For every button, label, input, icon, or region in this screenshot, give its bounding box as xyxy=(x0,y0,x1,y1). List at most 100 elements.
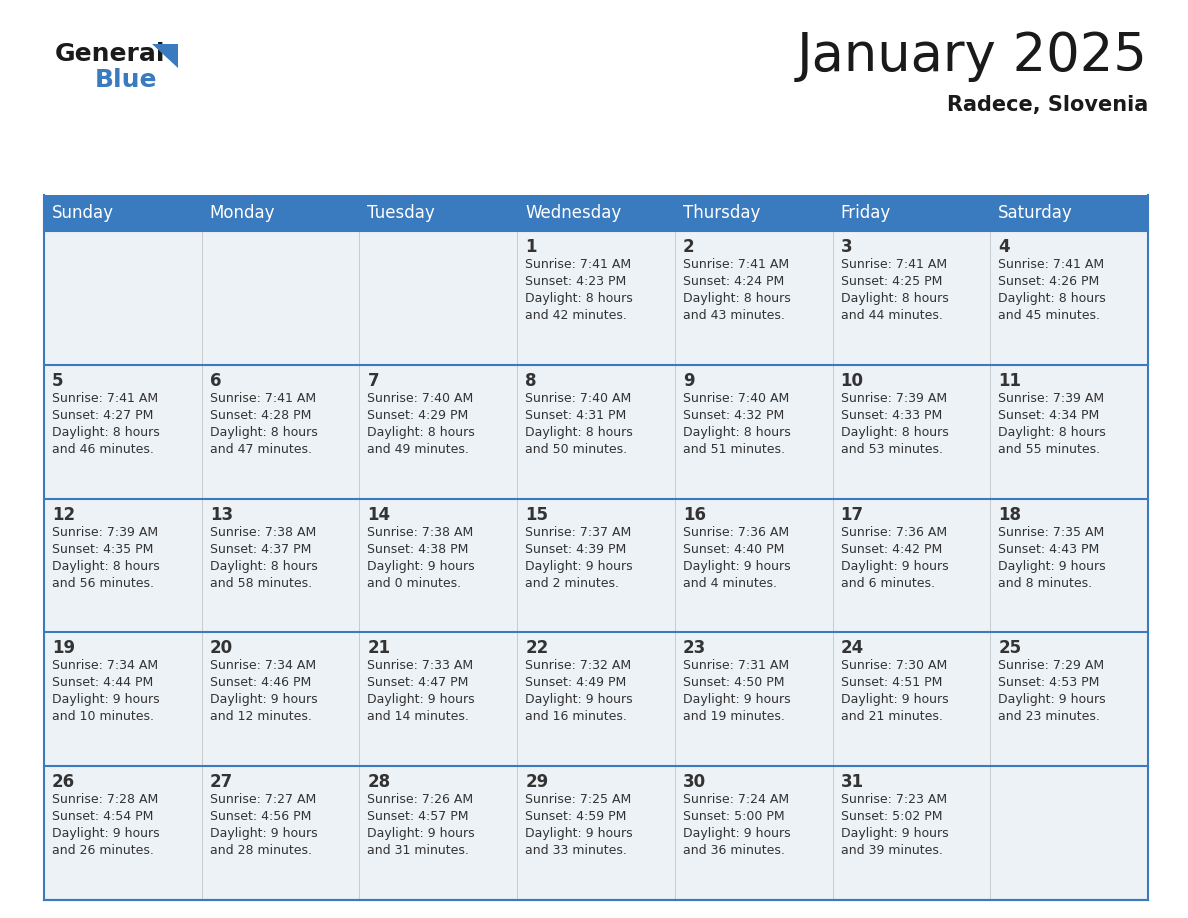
Text: Sunset: 4:31 PM: Sunset: 4:31 PM xyxy=(525,409,626,421)
Text: Sunset: 4:35 PM: Sunset: 4:35 PM xyxy=(52,543,153,555)
Bar xyxy=(202,767,360,900)
Text: Sunrise: 7:32 AM: Sunrise: 7:32 AM xyxy=(525,659,631,672)
Text: 1: 1 xyxy=(525,238,537,256)
Text: and 12 minutes.: and 12 minutes. xyxy=(210,711,311,723)
Text: and 50 minutes.: and 50 minutes. xyxy=(525,442,627,456)
Text: Daylight: 9 hours: Daylight: 9 hours xyxy=(525,693,633,706)
Bar xyxy=(991,195,1148,231)
Text: 8: 8 xyxy=(525,372,537,390)
Text: Sunrise: 7:40 AM: Sunrise: 7:40 AM xyxy=(525,392,631,405)
Text: 3: 3 xyxy=(841,238,852,256)
Bar xyxy=(991,767,1148,900)
Bar xyxy=(44,195,202,231)
Text: Sunrise: 7:29 AM: Sunrise: 7:29 AM xyxy=(998,659,1105,672)
Text: Sunrise: 7:25 AM: Sunrise: 7:25 AM xyxy=(525,793,631,806)
Text: 30: 30 xyxy=(683,773,706,791)
Text: Sunset: 4:38 PM: Sunset: 4:38 PM xyxy=(367,543,469,555)
Text: Sunrise: 7:34 AM: Sunrise: 7:34 AM xyxy=(210,659,316,672)
Text: Sunrise: 7:36 AM: Sunrise: 7:36 AM xyxy=(683,526,789,539)
Text: Sunrise: 7:39 AM: Sunrise: 7:39 AM xyxy=(841,392,947,405)
Bar xyxy=(675,231,833,364)
Text: 18: 18 xyxy=(998,506,1022,523)
Text: Daylight: 9 hours: Daylight: 9 hours xyxy=(210,693,317,706)
Text: Daylight: 9 hours: Daylight: 9 hours xyxy=(683,560,790,573)
Text: 12: 12 xyxy=(52,506,75,523)
Text: Wednesday: Wednesday xyxy=(525,204,621,222)
Bar xyxy=(833,498,991,633)
Text: Sunrise: 7:41 AM: Sunrise: 7:41 AM xyxy=(998,258,1105,271)
Text: 13: 13 xyxy=(210,506,233,523)
Text: 15: 15 xyxy=(525,506,548,523)
Text: and 43 minutes.: and 43 minutes. xyxy=(683,309,785,322)
Text: Daylight: 8 hours: Daylight: 8 hours xyxy=(841,292,948,305)
Text: 22: 22 xyxy=(525,640,549,657)
Text: Daylight: 8 hours: Daylight: 8 hours xyxy=(52,560,159,573)
Polygon shape xyxy=(152,44,178,68)
Text: Sunset: 4:54 PM: Sunset: 4:54 PM xyxy=(52,811,153,823)
Text: Daylight: 8 hours: Daylight: 8 hours xyxy=(52,426,159,439)
Text: Sunrise: 7:38 AM: Sunrise: 7:38 AM xyxy=(210,526,316,539)
Bar xyxy=(202,498,360,633)
Bar xyxy=(833,231,991,364)
Text: and 55 minutes.: and 55 minutes. xyxy=(998,442,1100,456)
Text: Daylight: 8 hours: Daylight: 8 hours xyxy=(998,426,1106,439)
Text: 29: 29 xyxy=(525,773,549,791)
Bar xyxy=(833,195,991,231)
Bar xyxy=(833,633,991,767)
Text: Daylight: 8 hours: Daylight: 8 hours xyxy=(367,426,475,439)
Text: Sunset: 4:47 PM: Sunset: 4:47 PM xyxy=(367,677,469,689)
Text: and 56 minutes.: and 56 minutes. xyxy=(52,577,154,589)
Bar xyxy=(202,195,360,231)
Text: 25: 25 xyxy=(998,640,1022,657)
Text: Sunset: 4:42 PM: Sunset: 4:42 PM xyxy=(841,543,942,555)
Text: and 33 minutes.: and 33 minutes. xyxy=(525,845,627,857)
Bar xyxy=(202,633,360,767)
Text: Tuesday: Tuesday xyxy=(367,204,435,222)
Text: and 42 minutes.: and 42 minutes. xyxy=(525,309,627,322)
Text: Sunrise: 7:41 AM: Sunrise: 7:41 AM xyxy=(210,392,316,405)
Text: Sunset: 4:37 PM: Sunset: 4:37 PM xyxy=(210,543,311,555)
Text: Daylight: 8 hours: Daylight: 8 hours xyxy=(683,426,790,439)
Text: Sunset: 4:44 PM: Sunset: 4:44 PM xyxy=(52,677,153,689)
Text: Sunrise: 7:36 AM: Sunrise: 7:36 AM xyxy=(841,526,947,539)
Text: Saturday: Saturday xyxy=(998,204,1073,222)
Text: 24: 24 xyxy=(841,640,864,657)
Bar xyxy=(202,231,360,364)
Text: and 36 minutes.: and 36 minutes. xyxy=(683,845,785,857)
Text: and 16 minutes.: and 16 minutes. xyxy=(525,711,627,723)
Text: Daylight: 9 hours: Daylight: 9 hours xyxy=(683,827,790,840)
Text: and 10 minutes.: and 10 minutes. xyxy=(52,711,154,723)
Text: 21: 21 xyxy=(367,640,391,657)
Text: Sunrise: 7:35 AM: Sunrise: 7:35 AM xyxy=(998,526,1105,539)
Bar xyxy=(517,633,675,767)
Text: Sunrise: 7:28 AM: Sunrise: 7:28 AM xyxy=(52,793,158,806)
Text: Sunset: 4:24 PM: Sunset: 4:24 PM xyxy=(683,275,784,288)
Text: Sunset: 4:23 PM: Sunset: 4:23 PM xyxy=(525,275,626,288)
Text: 23: 23 xyxy=(683,640,706,657)
Text: and 4 minutes.: and 4 minutes. xyxy=(683,577,777,589)
Bar xyxy=(44,498,202,633)
Text: 28: 28 xyxy=(367,773,391,791)
Text: Sunday: Sunday xyxy=(52,204,114,222)
Bar xyxy=(991,498,1148,633)
Text: Friday: Friday xyxy=(841,204,891,222)
Text: Sunrise: 7:41 AM: Sunrise: 7:41 AM xyxy=(683,258,789,271)
Text: Daylight: 8 hours: Daylight: 8 hours xyxy=(841,426,948,439)
Text: Daylight: 9 hours: Daylight: 9 hours xyxy=(683,693,790,706)
Text: Sunrise: 7:40 AM: Sunrise: 7:40 AM xyxy=(683,392,789,405)
Bar xyxy=(360,195,517,231)
Text: 26: 26 xyxy=(52,773,75,791)
Bar xyxy=(44,767,202,900)
Bar xyxy=(360,231,517,364)
Text: 11: 11 xyxy=(998,372,1022,390)
Text: Sunset: 4:28 PM: Sunset: 4:28 PM xyxy=(210,409,311,421)
Text: January 2025: January 2025 xyxy=(797,30,1148,82)
Text: Sunrise: 7:26 AM: Sunrise: 7:26 AM xyxy=(367,793,474,806)
Bar xyxy=(360,364,517,498)
Text: Daylight: 8 hours: Daylight: 8 hours xyxy=(210,426,317,439)
Text: Sunrise: 7:31 AM: Sunrise: 7:31 AM xyxy=(683,659,789,672)
Text: and 2 minutes.: and 2 minutes. xyxy=(525,577,619,589)
Bar xyxy=(833,364,991,498)
Bar xyxy=(991,231,1148,364)
Bar xyxy=(517,231,675,364)
